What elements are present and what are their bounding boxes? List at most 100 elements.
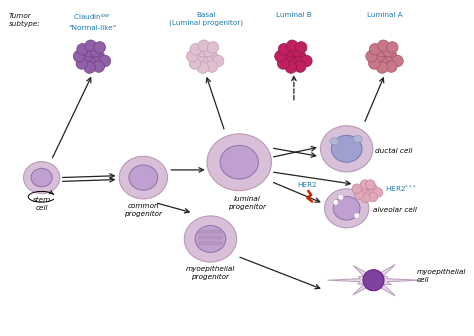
Circle shape [77, 43, 88, 55]
Circle shape [365, 189, 375, 199]
Ellipse shape [325, 189, 369, 228]
Circle shape [206, 61, 218, 72]
Text: Luminal A: Luminal A [367, 12, 403, 18]
Circle shape [369, 58, 380, 69]
Ellipse shape [330, 138, 338, 145]
Text: HER2: HER2 [297, 182, 317, 188]
FancyBboxPatch shape [199, 230, 222, 233]
FancyBboxPatch shape [199, 236, 222, 239]
Circle shape [277, 58, 289, 69]
Circle shape [90, 56, 101, 68]
Circle shape [206, 51, 218, 62]
Circle shape [285, 62, 297, 73]
Ellipse shape [320, 126, 373, 172]
Circle shape [377, 40, 389, 51]
Circle shape [288, 51, 300, 62]
Circle shape [376, 62, 388, 73]
Circle shape [292, 45, 303, 57]
Polygon shape [328, 264, 422, 296]
FancyBboxPatch shape [199, 242, 222, 245]
Circle shape [94, 42, 106, 53]
Circle shape [354, 213, 359, 218]
Text: ductal cell: ductal cell [375, 148, 413, 154]
Circle shape [292, 56, 303, 68]
Circle shape [386, 51, 397, 62]
Circle shape [373, 188, 383, 197]
Circle shape [354, 190, 364, 199]
Circle shape [193, 51, 205, 62]
Circle shape [365, 180, 375, 190]
Circle shape [360, 180, 370, 190]
Circle shape [99, 55, 111, 67]
Circle shape [203, 45, 215, 57]
Circle shape [294, 61, 306, 72]
Circle shape [197, 62, 209, 73]
Circle shape [278, 43, 290, 55]
Circle shape [83, 56, 95, 68]
Circle shape [368, 184, 378, 194]
Text: Basal
(Luminal progenitor): Basal (Luminal progenitor) [169, 12, 243, 26]
Circle shape [212, 55, 224, 67]
Circle shape [360, 189, 370, 199]
Circle shape [282, 51, 293, 62]
Ellipse shape [195, 225, 226, 252]
Circle shape [358, 184, 367, 194]
Circle shape [392, 55, 403, 67]
Circle shape [373, 51, 384, 62]
Circle shape [190, 43, 201, 55]
Circle shape [363, 270, 384, 291]
Circle shape [361, 193, 370, 203]
Circle shape [90, 45, 101, 57]
Circle shape [386, 42, 398, 53]
Ellipse shape [333, 197, 360, 220]
Text: Tumor
subtype:: Tumor subtype: [9, 13, 41, 27]
Circle shape [207, 42, 219, 53]
Circle shape [376, 45, 388, 57]
Circle shape [189, 58, 201, 69]
Circle shape [186, 50, 198, 62]
Circle shape [368, 192, 378, 202]
Circle shape [338, 195, 344, 200]
Circle shape [285, 56, 296, 68]
Ellipse shape [207, 134, 272, 191]
Circle shape [363, 184, 373, 194]
Ellipse shape [331, 135, 362, 162]
Circle shape [76, 58, 88, 69]
Ellipse shape [24, 162, 60, 194]
Ellipse shape [184, 216, 237, 262]
Circle shape [366, 50, 377, 62]
Circle shape [295, 51, 306, 62]
Circle shape [274, 50, 286, 62]
Circle shape [85, 40, 97, 51]
Text: stem
cell: stem cell [33, 197, 51, 211]
Text: Luminal B: Luminal B [276, 12, 312, 18]
Text: myoepithelial
cell: myoepithelial cell [417, 269, 466, 284]
Circle shape [198, 40, 210, 51]
Circle shape [73, 50, 85, 62]
Ellipse shape [119, 156, 167, 199]
Ellipse shape [354, 135, 362, 142]
Circle shape [200, 51, 211, 62]
Text: luminal
progenitor: luminal progenitor [228, 196, 266, 210]
Circle shape [83, 45, 95, 57]
Circle shape [197, 56, 208, 68]
Circle shape [197, 45, 208, 57]
Text: alveolar cell: alveolar cell [373, 207, 417, 213]
Ellipse shape [31, 168, 52, 187]
Circle shape [286, 40, 298, 51]
Circle shape [203, 56, 215, 68]
Circle shape [301, 55, 312, 67]
Text: Claudin$^{low}$
"Normal-like": Claudin$^{low}$ "Normal-like" [68, 12, 117, 31]
Text: common
progenitor: common progenitor [124, 203, 162, 217]
Text: HER2$^{***}$: HER2$^{***}$ [385, 183, 417, 195]
Circle shape [295, 42, 307, 53]
Circle shape [80, 51, 92, 62]
Circle shape [379, 51, 391, 62]
Ellipse shape [220, 145, 258, 179]
Circle shape [352, 184, 362, 194]
Circle shape [369, 43, 381, 55]
Circle shape [93, 51, 105, 62]
Ellipse shape [129, 165, 158, 190]
Circle shape [93, 61, 104, 72]
Circle shape [383, 45, 394, 57]
